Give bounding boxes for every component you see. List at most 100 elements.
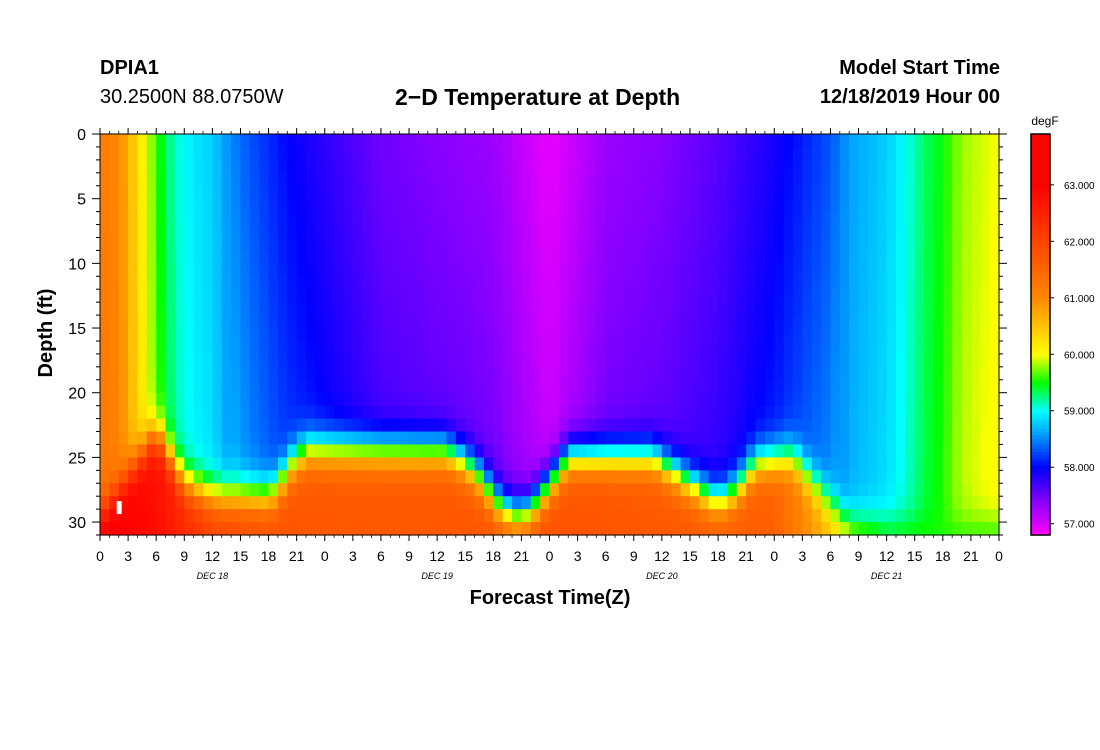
heatmap-cell — [549, 211, 560, 226]
heatmap-cell — [334, 328, 345, 342]
heatmap-cell — [933, 172, 944, 187]
heatmap-cell — [437, 457, 448, 471]
heatmap-cell — [942, 134, 953, 148]
heatmap-cell — [409, 328, 419, 342]
heatmap-cell — [961, 366, 972, 381]
heatmap-cell — [399, 328, 410, 342]
heatmap-cell — [455, 185, 466, 200]
heatmap-cell — [493, 509, 504, 523]
heatmap-cell — [764, 522, 775, 536]
heatmap-cell — [502, 405, 513, 420]
heatmap-cell — [128, 496, 139, 510]
heatmap-cell — [895, 470, 906, 484]
heatmap-cell — [858, 457, 869, 471]
heatmap-cell — [633, 522, 644, 536]
heatmap-cell — [184, 185, 195, 200]
heatmap-cell — [830, 172, 841, 187]
heatmap-cell — [708, 496, 719, 510]
heatmap-cell — [118, 224, 129, 239]
heatmap-cell — [970, 470, 981, 484]
heatmap-cell — [802, 366, 813, 381]
heatmap-cell — [811, 198, 822, 213]
heatmap-cell — [895, 496, 906, 510]
heatmap-cell — [802, 276, 813, 290]
heatmap-cell — [699, 405, 710, 420]
heatmap-cell — [905, 431, 916, 446]
heatmap-cell — [961, 392, 972, 407]
heatmap-cell — [315, 211, 326, 226]
heatmap-cell — [718, 159, 729, 174]
heatmap-cell — [221, 509, 232, 523]
heatmap-cell — [268, 457, 279, 471]
heatmap-cell — [867, 418, 878, 433]
x-tick-label: 15 — [682, 548, 698, 564]
heatmap-cell — [624, 134, 635, 148]
heatmap-cell — [259, 353, 270, 368]
heatmap-cell — [156, 418, 167, 433]
heatmap-cell — [933, 496, 944, 510]
heatmap-cell — [905, 366, 916, 381]
heatmap-cell — [137, 250, 148, 264]
heatmap-cell — [334, 146, 345, 161]
heatmap-cell — [568, 405, 579, 420]
heatmap-cell — [240, 224, 251, 239]
x-tick-label: 9 — [855, 548, 863, 564]
heatmap-cell — [558, 379, 569, 394]
heatmap-cell — [212, 172, 223, 187]
heatmap-cell — [137, 340, 148, 355]
heatmap-cell — [792, 379, 803, 394]
heatmap-cell — [718, 134, 729, 148]
heatmap-cell — [100, 353, 110, 368]
heatmap-cell — [268, 496, 279, 510]
heatmap-cell — [596, 198, 607, 213]
heatmap-cell — [174, 172, 185, 187]
heatmap-cell — [427, 353, 438, 368]
heatmap-cell — [877, 418, 888, 433]
colorbar-segment — [1031, 230, 1050, 235]
heatmap-cell — [596, 134, 607, 148]
heatmap-cell — [811, 224, 822, 239]
heatmap-cell — [352, 431, 363, 446]
heatmap-cell — [231, 509, 242, 523]
heatmap-cell — [446, 263, 457, 277]
heatmap-cell — [521, 198, 532, 213]
heatmap-cell — [324, 418, 335, 433]
heatmap-cell — [605, 431, 616, 446]
heatmap-cell — [100, 134, 110, 148]
heatmap-cell — [586, 159, 597, 174]
heatmap-cell — [427, 198, 438, 213]
colorbar-segment — [1031, 454, 1050, 459]
heatmap-cell — [240, 366, 251, 381]
heatmap-cell — [343, 276, 354, 290]
heatmap-cell — [455, 483, 466, 497]
heatmap-cell — [577, 522, 588, 536]
heatmap-cell — [867, 353, 878, 368]
heatmap-cell — [146, 185, 157, 200]
heatmap-cell — [165, 457, 176, 471]
heatmap-cell — [558, 496, 569, 510]
heatmap-cell — [877, 134, 888, 148]
heatmap-cell — [924, 237, 935, 252]
heatmap-cell — [577, 366, 588, 381]
heatmap-cell — [877, 250, 888, 264]
heatmap-cell — [942, 444, 953, 458]
heatmap-cell — [970, 159, 981, 174]
heatmap-cell — [727, 457, 738, 471]
heatmap-cell — [961, 302, 972, 316]
heatmap-cell — [708, 366, 719, 381]
heatmap-cell — [792, 340, 803, 355]
heatmap-cell — [933, 379, 944, 394]
heatmap-cell — [577, 340, 588, 355]
heatmap-cell — [736, 457, 747, 471]
x-tick-label: 15 — [233, 548, 249, 564]
heatmap-cell — [146, 483, 157, 497]
heatmap-cell — [100, 263, 110, 277]
heatmap-cell — [156, 522, 167, 536]
heatmap-cell — [212, 431, 223, 446]
heatmap-cell — [886, 483, 897, 497]
heatmap-cell — [811, 340, 822, 355]
heatmap-cell — [764, 211, 775, 226]
heatmap-cell — [961, 198, 972, 213]
heatmap-cell — [933, 483, 944, 497]
heatmap-cell — [699, 146, 710, 161]
